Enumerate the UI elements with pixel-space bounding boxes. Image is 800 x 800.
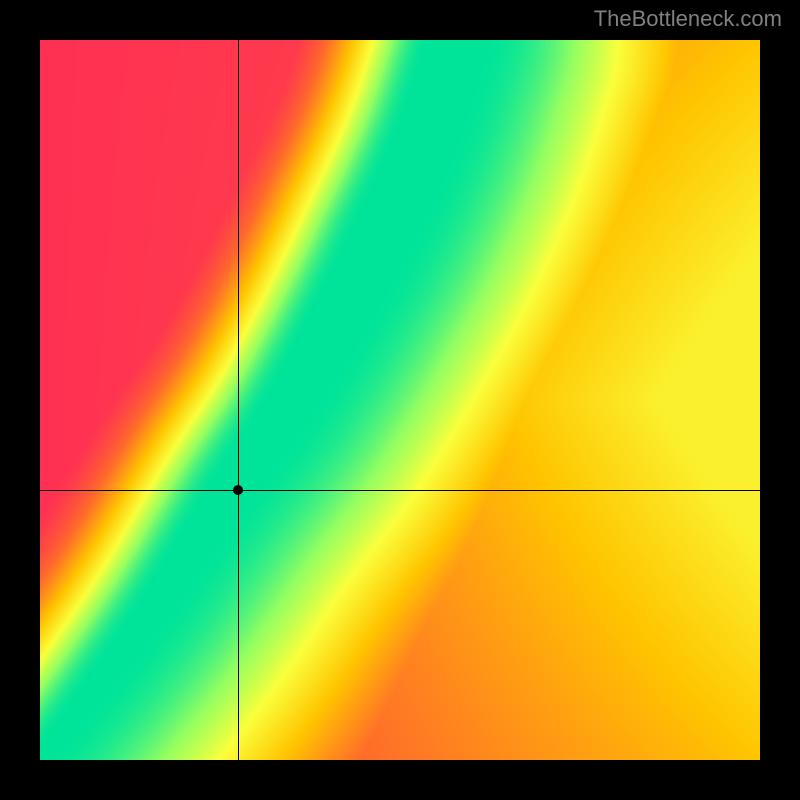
heatmap-canvas [40,40,760,760]
bottleneck-heatmap [40,40,760,760]
watermark-text: TheBottleneck.com [594,6,782,32]
crosshair-horizontal [40,490,760,491]
marker-dot [233,485,243,495]
crosshair-vertical [238,40,239,760]
